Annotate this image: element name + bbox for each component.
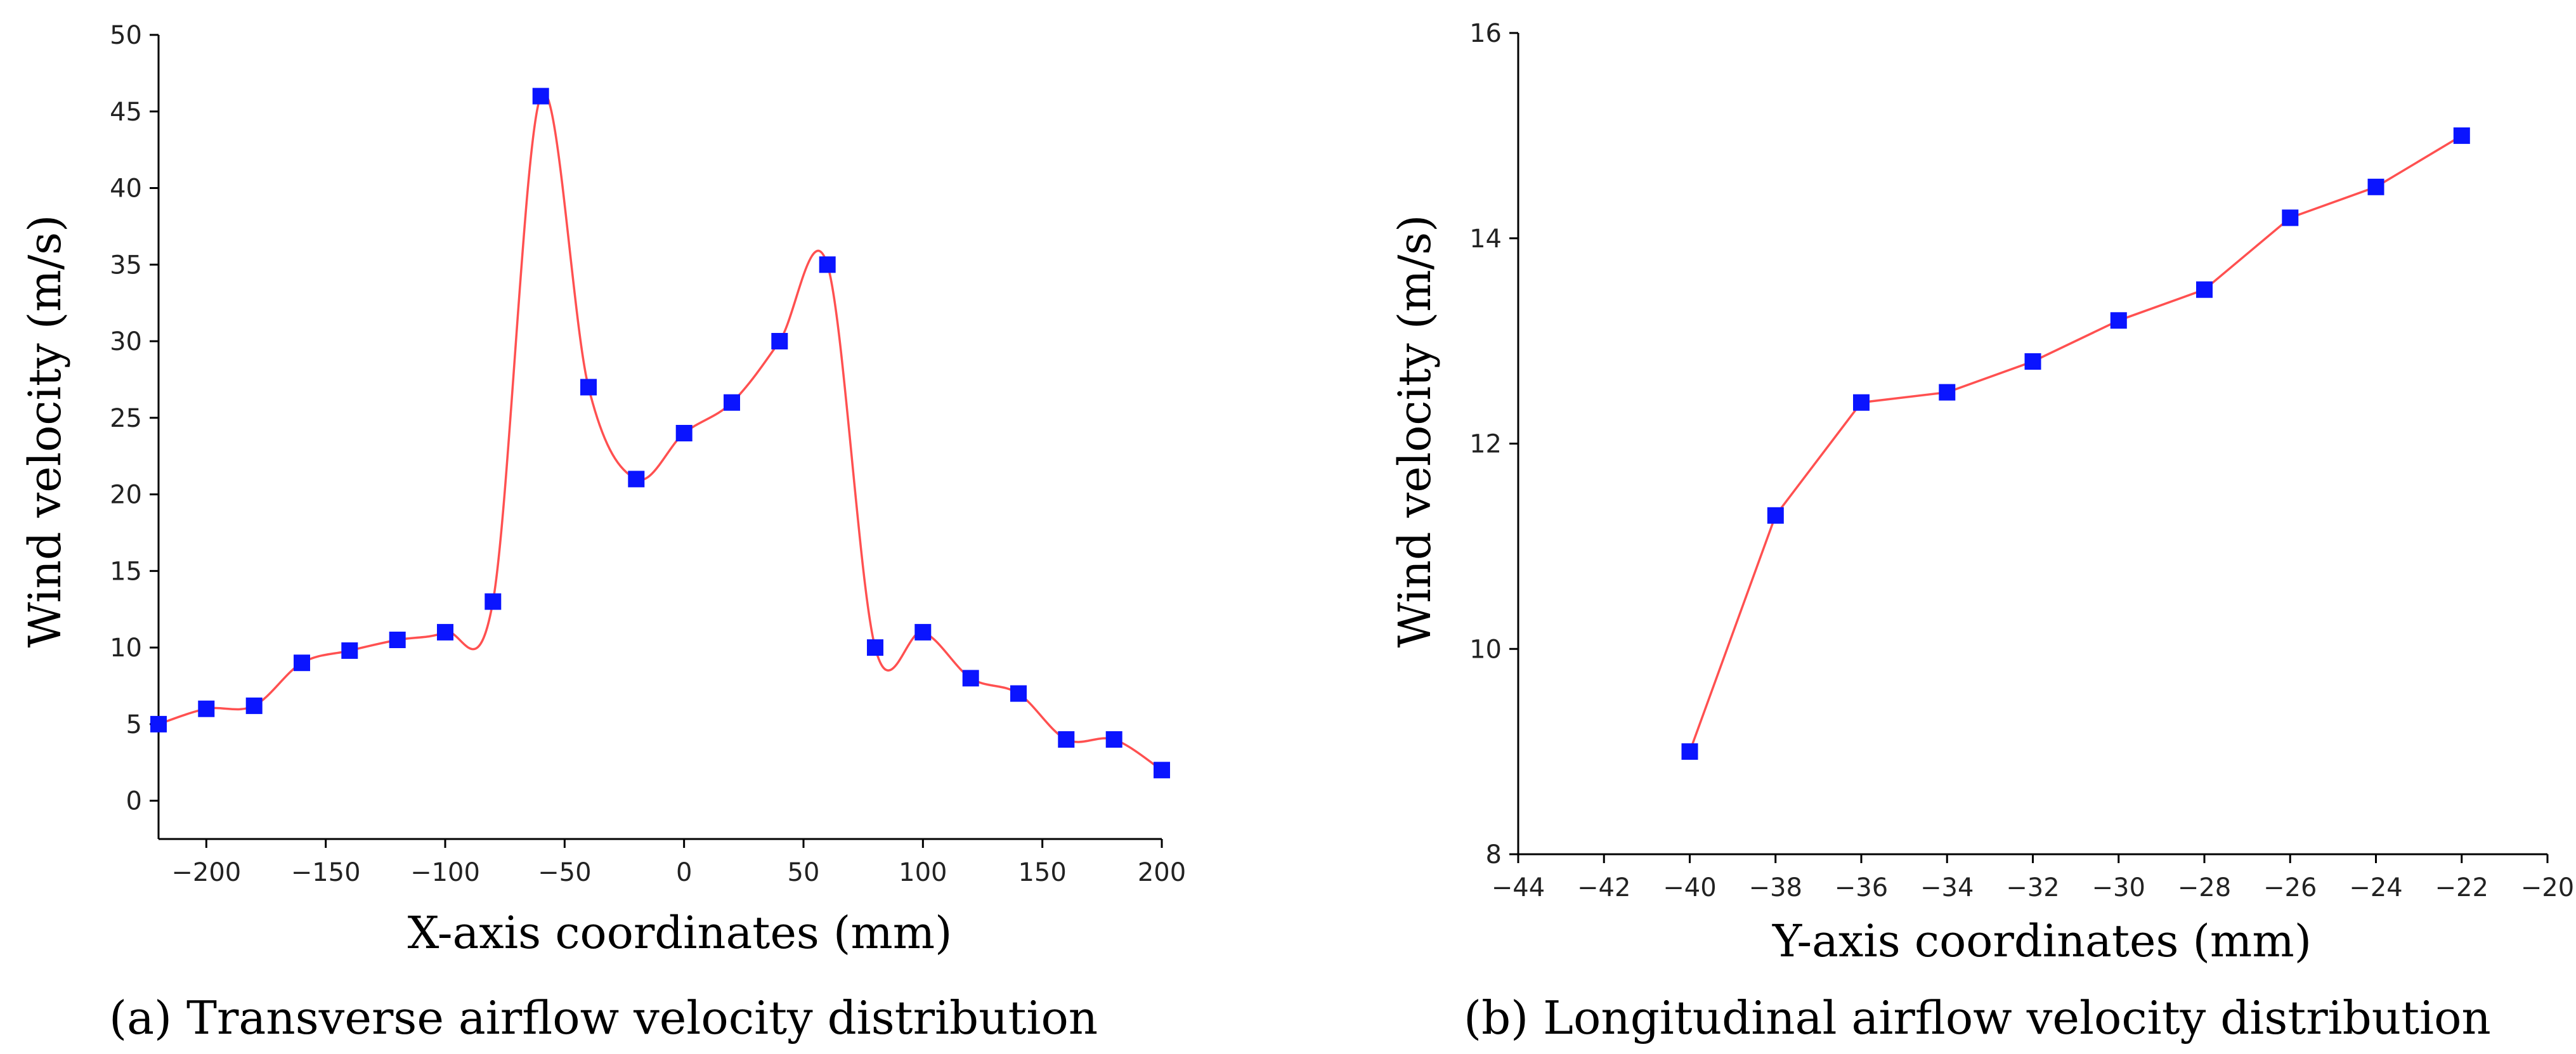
chart-b-y-title: Wind velocity (m/s) (1389, 215, 1441, 648)
chart-b-data-point (2024, 353, 2041, 370)
chart-a-data-point (914, 623, 932, 641)
chart-b-x-tick-label: −20 (2521, 873, 2574, 902)
chart-a-data-point (150, 715, 167, 732)
chart-b-y-tick-label: 8 (1486, 840, 1502, 869)
chart-b-x-tick-label: −40 (1663, 873, 1716, 902)
chart-a-y-title: Wind velocity (m/s) (19, 215, 71, 648)
chart-b-data-point (2453, 127, 2470, 144)
chart-a-data-point (389, 632, 406, 648)
chart-b-y-tick-label: 10 (1469, 635, 1502, 664)
chart-a-data-point (1154, 762, 1170, 779)
chart-b-data-point (1939, 384, 1956, 401)
chart-a-data-point (532, 88, 549, 105)
chart-a-x-tick-label: −200 (171, 858, 241, 887)
chart-b-x-title: Y-axis coordinates (mm) (1772, 915, 2312, 967)
chart-a-x-tick-label: 200 (1138, 858, 1186, 887)
chart-b-x-tick-label: −38 (1749, 873, 1802, 902)
chart-a-data-point (485, 593, 502, 610)
chart-a-x-tick-label: 0 (676, 858, 692, 887)
chart-b-x-tick-label: −22 (2435, 873, 2488, 902)
chart-transverse: Wind velocity (m/s) X-axis coordinates (… (19, 21, 1186, 1044)
chart-a-data-point (437, 623, 453, 641)
chart-a-data-point (1058, 731, 1075, 748)
chart-a-x-title: X-axis coordinates (mm) (408, 907, 953, 959)
chart-b-y-tick-label: 12 (1469, 430, 1502, 459)
chart-a-data-point (198, 700, 215, 717)
chart-a-x-tick-label: −100 (410, 858, 480, 887)
chart-a-data-point (819, 256, 836, 273)
chart-a-data-point (771, 333, 788, 349)
chart-b-x-tick-label: −26 (2263, 873, 2317, 902)
chart-a-data-point (1010, 685, 1027, 702)
chart-a-data-point (962, 670, 979, 687)
chart-a-x-tick-label: 50 (788, 858, 820, 887)
chart-b-caption: (b) Longitudinal airflow velocity distri… (1464, 991, 2491, 1044)
chart-b-data-point (1853, 394, 1870, 411)
chart-b-data-point (2282, 209, 2299, 226)
chart-a-data-point (867, 639, 883, 656)
chart-a-y-tick-label: 40 (110, 174, 142, 204)
chart-a-data-point (294, 654, 310, 672)
chart-b-x-tick-label: −34 (1920, 873, 1974, 902)
chart-b-data-point (2196, 281, 2213, 298)
chart-b-data-point (1767, 507, 1784, 524)
chart-a-y-tick-label: 20 (110, 481, 142, 510)
chart-b-x-tick-label: −30 (2092, 873, 2145, 902)
chart-a-y-tick-label: 25 (110, 404, 142, 433)
chart-a-x-tick-label: −50 (538, 858, 591, 887)
chart-a-data-point (724, 394, 740, 411)
chart-a-data-point (675, 425, 693, 441)
chart-a-caption: (a) Transverse airflow velocity distribu… (109, 991, 1098, 1044)
chart-a-y-tick-label: 10 (110, 634, 142, 663)
chart-a-x-tick-label: 100 (899, 858, 947, 887)
chart-a-y-tick-label: 35 (110, 250, 142, 280)
chart-a-data-point (341, 642, 358, 659)
chart-a-y-tick-label: 0 (126, 787, 142, 816)
chart-a-x-tick-label: −150 (291, 858, 361, 887)
chart-b-x-tick-label: −24 (2349, 873, 2402, 902)
chart-b-y-tick-label: 14 (1469, 224, 1502, 254)
chart-a-data-point (628, 471, 645, 488)
chart-longitudinal: Wind velocity (m/s) Y-axis coordinates (… (1389, 19, 2574, 1044)
chart-a-data-point (1105, 731, 1122, 748)
chart-a-data-point (580, 379, 597, 396)
chart-a-y-tick-label: 5 (126, 710, 142, 739)
chart-b-x-tick-label: −44 (1492, 873, 1545, 902)
chart-b-data-point (2110, 312, 2127, 329)
chart-a-y-tick-label: 15 (110, 557, 142, 586)
chart-b-x-tick-label: −28 (2178, 873, 2231, 902)
chart-b-data-point (2367, 178, 2384, 195)
chart-a-data-point (245, 697, 263, 714)
chart-b-data-point (1681, 743, 1698, 760)
chart-b-x-tick-label: −42 (1577, 873, 1630, 902)
chart-a-y-tick-label: 30 (110, 327, 142, 356)
chart-b-series-line (1688, 134, 2462, 752)
chart-b-x-tick-label: −32 (2006, 873, 2059, 902)
chart-a-y-tick-label: 45 (110, 98, 142, 127)
chart-b-x-tick-label: −36 (1835, 873, 1888, 902)
chart-a-y-tick-label: 50 (110, 21, 142, 50)
chart-a-x-tick-label: 150 (1018, 858, 1066, 887)
chart-b-y-tick-label: 16 (1469, 19, 1502, 48)
